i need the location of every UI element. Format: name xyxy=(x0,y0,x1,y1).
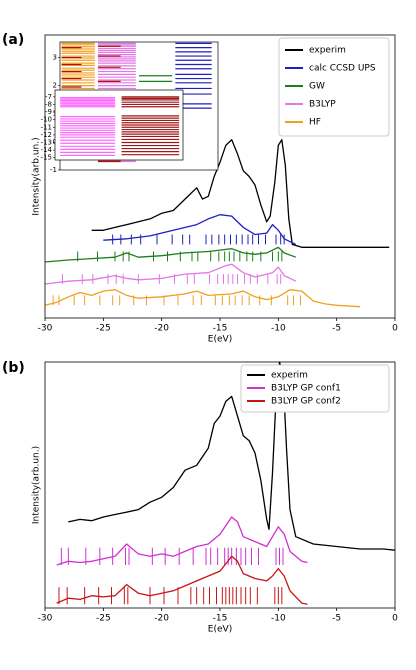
x-tick-label: -10 xyxy=(271,324,286,334)
x-tick-label: -25 xyxy=(96,614,111,624)
legend-label: GW xyxy=(309,82,325,92)
x-tick-label: -30 xyxy=(38,614,53,624)
x-tick-label: -10 xyxy=(271,614,286,624)
x-tick-label: 0 xyxy=(392,324,398,334)
y-axis-label: Intensity(arb.un.) xyxy=(32,446,42,524)
inset-y-tick-label: 2 xyxy=(53,82,57,90)
series-line xyxy=(103,214,297,245)
x-axis-label: E(eV) xyxy=(208,625,232,635)
inset-y-tick-label: -15 xyxy=(41,154,52,162)
inset-y-tick-label: -14 xyxy=(41,146,53,154)
series-line xyxy=(44,289,361,308)
x-tick-label: -5 xyxy=(332,614,341,624)
inset-y-tick-label: -7 xyxy=(45,93,52,101)
series-line xyxy=(56,516,308,566)
panel-label: (b) xyxy=(2,360,25,376)
y-axis-label: Intensity(arb.un.) xyxy=(32,137,42,215)
x-tick-label: -30 xyxy=(38,324,53,334)
series-line xyxy=(44,246,297,263)
legend-label: HF xyxy=(309,118,321,128)
inset-y-tick-label: -9 xyxy=(45,108,52,116)
x-tick-label: -20 xyxy=(154,614,169,624)
legend-label: B3LYP xyxy=(309,100,336,110)
inset-y-tick-label: -8 xyxy=(45,100,52,108)
inset-y-tick-label: -11 xyxy=(41,123,52,131)
inset-frame xyxy=(54,89,184,161)
x-tick-label: 0 xyxy=(392,614,398,624)
series-line xyxy=(56,555,308,605)
panel-label: (a) xyxy=(2,32,24,48)
legend-box xyxy=(278,37,390,137)
x-axis-label: E(eV) xyxy=(208,335,232,345)
inset-y-tick-label: -13 xyxy=(41,139,52,147)
x-tick-label: -5 xyxy=(332,324,341,334)
legend-box xyxy=(240,364,390,413)
series-line xyxy=(44,263,297,285)
legend-label: B3LYP GP conf1 xyxy=(271,384,341,394)
legend-label: experim xyxy=(309,46,346,56)
inset-y-tick-label: -12 xyxy=(41,131,52,139)
inset-y-tick-label: -10 xyxy=(41,116,52,124)
x-tick-label: -15 xyxy=(213,614,228,624)
legend-label: calc CCSD UPS xyxy=(309,64,376,74)
inset-y-tick-label: 3 xyxy=(53,53,57,61)
legend-label: experim xyxy=(271,371,308,381)
x-tick-label: -15 xyxy=(213,324,228,334)
inset-y-tick-label: -1 xyxy=(50,166,57,174)
legend-label: B3LYP GP conf2 xyxy=(271,397,341,407)
x-tick-label: -20 xyxy=(154,324,169,334)
series-line xyxy=(91,139,390,248)
x-tick-label: -25 xyxy=(96,324,111,334)
series-line xyxy=(68,361,396,551)
